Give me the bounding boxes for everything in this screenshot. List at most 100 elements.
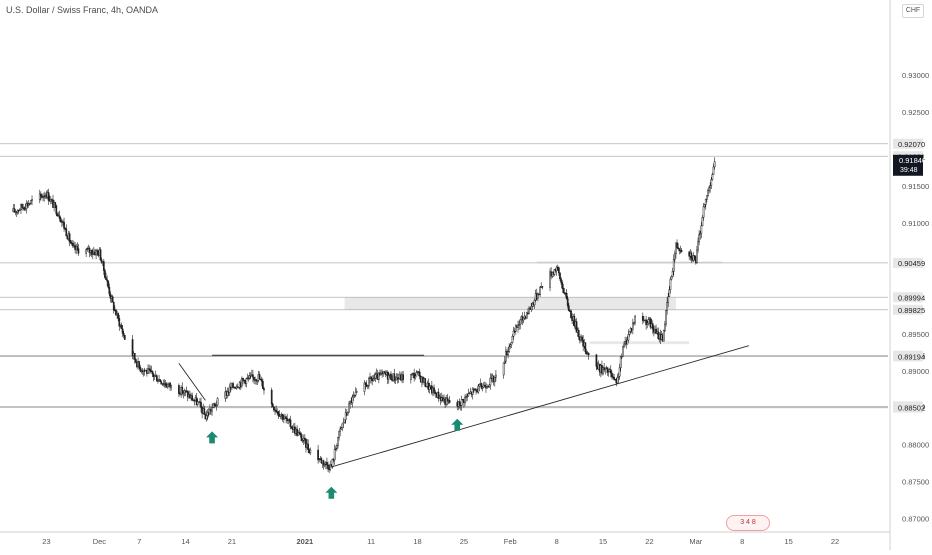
- price-tag-7: 0.89194: [898, 352, 925, 361]
- candle-body-463: [609, 369, 612, 374]
- candle-body-464: [611, 372, 613, 377]
- candles-layer: [12, 157, 716, 473]
- candle-body-67: [99, 249, 102, 261]
- candle-body-273: [366, 385, 369, 388]
- candle-body-521: [680, 249, 683, 253]
- candle-body-384: [509, 344, 512, 348]
- x-tick-label-1: Dec: [93, 537, 107, 546]
- candle-body-495: [651, 323, 654, 330]
- current-price-tag-bg: [893, 154, 923, 176]
- currency-button[interactable]: CHF: [902, 4, 924, 18]
- candle-body-338: [445, 397, 448, 405]
- candle-body-475: [623, 343, 625, 347]
- time-axis[interactable]: 23 Dec 7 14 21 2021 11 18 25 Feb 8 15 22 Mar 8 15 22: [42, 537, 839, 546]
- candle-body-411: [539, 287, 541, 295]
- candle-body-406: [533, 299, 536, 306]
- candle-body-418: [553, 269, 556, 275]
- candle-body-519: [678, 248, 681, 251]
- candle-body-319: [424, 378, 427, 387]
- x-tick-label-3: 14: [181, 537, 189, 546]
- candle-body-537: [704, 199, 707, 205]
- candle-body-473: [620, 356, 623, 358]
- candle-body-54: [85, 249, 87, 254]
- candle-body-32: [54, 202, 57, 206]
- candle-body-392: [518, 324, 520, 327]
- candle-body-199: [271, 403, 274, 408]
- candle-body-15: [28, 203, 31, 205]
- candle-body-349: [464, 397, 466, 404]
- candle-body-378: [502, 362, 505, 376]
- y-tick-label-1: 0.92500: [902, 108, 929, 117]
- candle-body-251: [336, 445, 338, 449]
- candle-body-541: [709, 185, 712, 189]
- price-tag-4: 0.89994: [898, 293, 925, 302]
- candle-body-422: [558, 267, 560, 274]
- price-axis[interactable]: 0.93000 0.92500 0.91500 0.91000 0.89500 0.890…: [902, 71, 929, 524]
- candle-body-256: [341, 423, 344, 428]
- candle-body-79: [112, 301, 115, 311]
- candle-body-188: [253, 376, 255, 381]
- candle-body-143: [196, 401, 199, 405]
- candle-body-356: [471, 388, 474, 395]
- candle-body-229: [305, 438, 307, 448]
- candle-body-403: [530, 306, 533, 310]
- candle-body-414: [549, 271, 551, 288]
- candle-body-531: [698, 234, 700, 243]
- candle-body-534: [701, 217, 704, 227]
- price-tag-bg-7: [893, 351, 923, 362]
- candle-body-211: [285, 416, 287, 419]
- candle-body-485: [634, 315, 636, 323]
- candle-body-108: [151, 370, 154, 375]
- candle-body-63: [95, 250, 97, 256]
- arrow-up-icon-2: [451, 418, 464, 431]
- candle-body-109: [152, 373, 155, 377]
- candle-body-449: [587, 352, 590, 356]
- price-tag-5: 0.89825: [898, 306, 925, 315]
- candle-body-280: [374, 374, 377, 379]
- candle-body-361: [477, 385, 480, 393]
- zone-1: [536, 261, 723, 264]
- candle-body-306: [410, 374, 412, 380]
- candle-body-518: [677, 247, 679, 249]
- candle-body-250: [334, 448, 337, 450]
- candle-body-532: [699, 232, 702, 235]
- x-tick-label-11: 15: [599, 537, 607, 546]
- candle-body-115: [159, 379, 161, 382]
- candle-body-59: [90, 250, 93, 255]
- candle-body-433: [570, 310, 572, 318]
- candle-body-276: [370, 376, 372, 379]
- candle-body-470: [617, 375, 620, 378]
- candle-body-387: [512, 330, 515, 337]
- candle-body-447: [585, 351, 588, 354]
- candle-body-88: [122, 333, 125, 336]
- candle-body-151: [205, 415, 208, 420]
- candle-body-156: [211, 407, 213, 412]
- candle-body-389: [514, 325, 517, 332]
- candle-body-234: [317, 449, 319, 461]
- candle-body-536: [703, 204, 706, 208]
- candle-body-314: [418, 371, 421, 377]
- candle-body-279: [373, 377, 376, 380]
- candle-body-545: [713, 161, 716, 168]
- candle-body-493: [649, 318, 652, 328]
- candle-body-169: [232, 383, 234, 388]
- candle-body-68: [100, 259, 103, 263]
- candle-body-461: [607, 371, 610, 373]
- candle-body-33: [55, 205, 58, 215]
- candle-body-200: [273, 406, 275, 411]
- candle-body-96: [138, 361, 141, 368]
- candle-body-265: [351, 396, 354, 403]
- candle-body-426: [562, 287, 565, 293]
- x-tick-label-16: 22: [831, 537, 839, 546]
- trendline-1: [178, 363, 206, 401]
- candle-body-19: [40, 193, 42, 196]
- x-tick-label-13: Mar: [689, 537, 702, 546]
- candle-body-423: [559, 272, 561, 280]
- candle-body-11: [24, 208, 27, 210]
- candle-body-367: [484, 384, 486, 387]
- candle-body-396: [522, 317, 525, 321]
- candle-body-436: [573, 316, 576, 327]
- candle-body-222: [297, 432, 300, 436]
